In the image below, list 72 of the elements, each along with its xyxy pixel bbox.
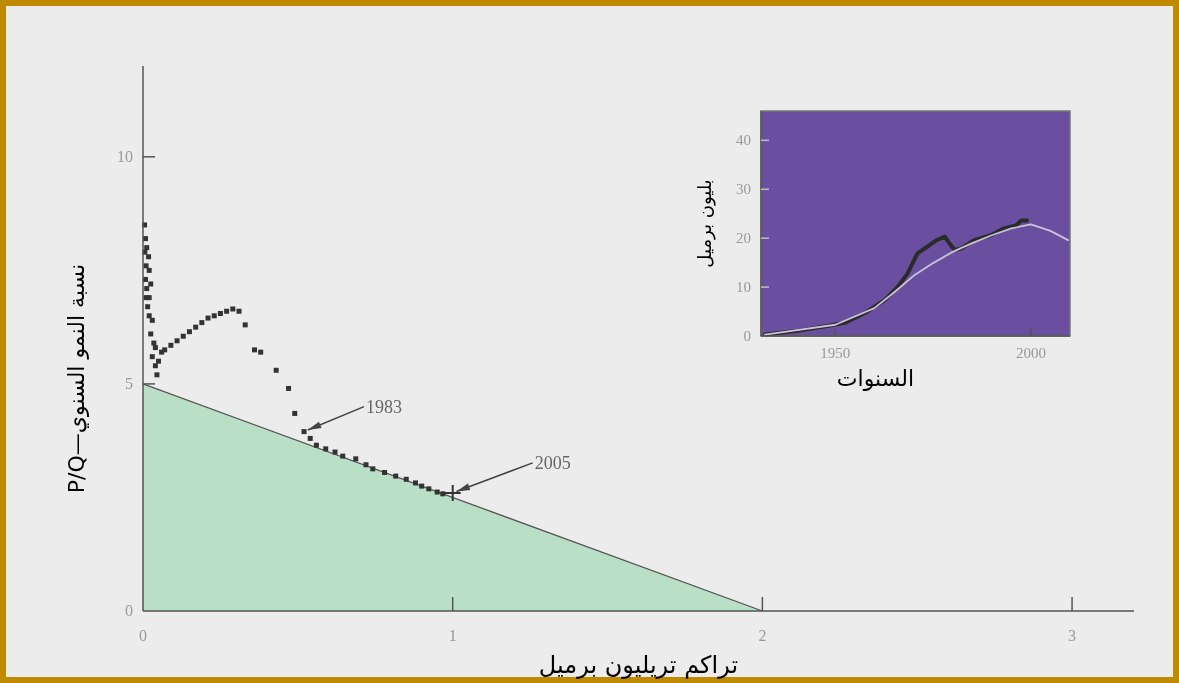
point [146,267,152,273]
y-tick-label: 0 [743,328,751,344]
point [186,329,192,335]
point [152,345,158,351]
line-series [764,223,1069,336]
point [370,466,376,472]
x-axis-title: السنوات [836,366,915,391]
point [258,349,264,355]
point [146,313,152,319]
point [251,347,257,353]
point [193,324,199,330]
point [403,476,409,482]
point [205,315,211,321]
point [168,342,174,348]
annotation: 1983 [366,396,403,417]
point [144,245,150,251]
point [393,473,399,479]
point [301,429,307,435]
point [230,306,236,312]
point [273,367,279,373]
point [149,354,155,360]
annotation: 2005 [534,452,571,473]
point [353,456,359,462]
y-tick-label: 10 [736,279,751,296]
point [199,320,205,326]
point [332,449,338,455]
y-tick-label: 40 [736,132,751,149]
point [144,286,150,292]
point [340,453,346,459]
point [419,483,425,489]
point [292,410,298,416]
point [145,304,151,310]
point [440,491,446,497]
point [363,462,369,468]
x-tick-label: 2 [758,627,767,644]
point [323,446,329,452]
y-tick-label: 10 [117,147,133,165]
point [146,254,152,260]
x-tick-label: 3 [1068,627,1077,644]
x-tick-label: 1 [448,627,457,644]
point [382,469,388,475]
point [211,313,217,319]
point [434,489,440,495]
y-tick-label: 30 [736,181,751,198]
point [152,363,158,369]
point [444,484,461,501]
x-tick-label: 0 [139,627,147,644]
point [155,358,161,364]
point [143,263,149,269]
point [154,372,160,378]
x-tick-label: 1950 [820,345,851,361]
point [148,281,154,287]
point [174,338,180,344]
point [413,480,419,486]
x-axis-title: تراكم تريليون برميل [538,651,739,679]
point [307,435,313,441]
point [286,385,292,391]
y-tick-label: 0 [125,602,133,619]
y-tick-label: 5 [125,374,133,392]
y-axis-title: بليون برميل [694,179,716,268]
point [148,331,154,337]
x-tick-label: 2000 [1015,345,1046,361]
point [242,322,248,328]
point [180,333,186,339]
point [313,442,319,448]
point [224,308,230,314]
point [236,308,242,314]
point [426,486,432,492]
point [149,317,155,323]
y-axis-title: P/Q—نسبة النمو السنوي [64,263,89,494]
point [217,311,223,317]
y-tick-label: 20 [736,230,751,247]
